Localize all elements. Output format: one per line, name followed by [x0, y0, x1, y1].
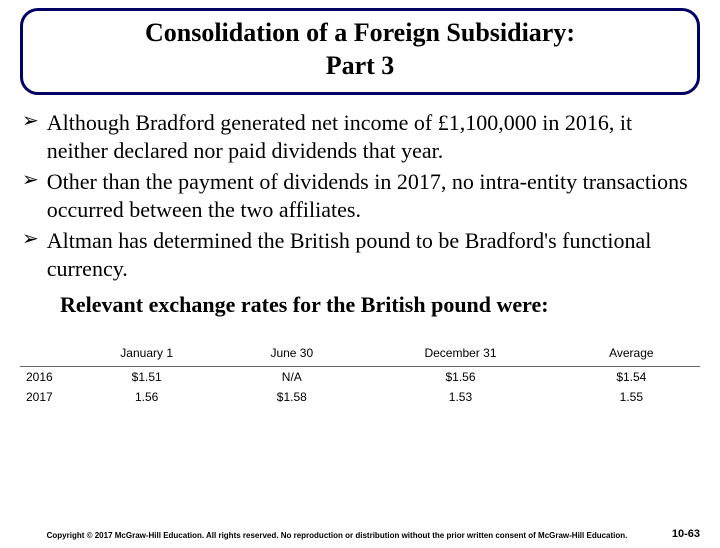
table-cell: 1.56 [68, 387, 225, 407]
table-cell: $1.58 [225, 387, 358, 407]
table-cell: 1.55 [563, 387, 700, 407]
bullet-list: ➢ Although Bradford generated net income… [22, 109, 698, 282]
arrow-icon: ➢ [22, 227, 39, 252]
arrow-icon: ➢ [22, 109, 39, 134]
table-col-header: December 31 [358, 342, 562, 367]
title-line-2: Part 3 [326, 51, 395, 80]
table-col-header: June 30 [225, 342, 358, 367]
slide-footer: Copyright © 2017 McGraw-Hill Education. … [0, 528, 720, 540]
table-cell: N/A [225, 367, 358, 388]
table-row: 2016 $1.51 N/A $1.56 $1.54 [20, 367, 700, 388]
bullet-text: Other than the payment of dividends in 2… [47, 168, 698, 223]
subheading: Relevant exchange rates for the British … [60, 292, 698, 318]
bullet-item: ➢ Other than the payment of dividends in… [22, 168, 698, 223]
slide-title: Consolidation of a Foreign Subsidiary: P… [33, 17, 687, 82]
bullet-item: ➢ Although Bradford generated net income… [22, 109, 698, 164]
exchange-rate-table-container: January 1 June 30 December 31 Average 20… [20, 342, 700, 407]
exchange-rate-table: January 1 June 30 December 31 Average 20… [20, 342, 700, 407]
arrow-icon: ➢ [22, 168, 39, 193]
bullet-text: Altman has determined the British pound … [47, 227, 698, 282]
page-number: 10-63 [654, 528, 700, 540]
table-col-header: January 1 [68, 342, 225, 367]
title-line-1: Consolidation of a Foreign Subsidiary: [145, 18, 575, 47]
table-cell: $1.56 [358, 367, 562, 388]
table-cell: $1.51 [68, 367, 225, 388]
table-cell: $1.54 [563, 367, 700, 388]
table-header-row: January 1 June 30 December 31 Average [20, 342, 700, 367]
copyright-text: Copyright © 2017 McGraw-Hill Education. … [20, 531, 654, 540]
table-row: 2017 1.56 $1.58 1.53 1.55 [20, 387, 700, 407]
bullet-item: ➢ Altman has determined the British poun… [22, 227, 698, 282]
table-col-header: Average [563, 342, 700, 367]
bullet-text: Although Bradford generated net income o… [47, 109, 698, 164]
table-cell: 1.53 [358, 387, 562, 407]
title-box: Consolidation of a Foreign Subsidiary: P… [20, 8, 700, 95]
table-corner-cell [20, 342, 68, 367]
table-row-label: 2017 [20, 387, 68, 407]
table-row-label: 2016 [20, 367, 68, 388]
